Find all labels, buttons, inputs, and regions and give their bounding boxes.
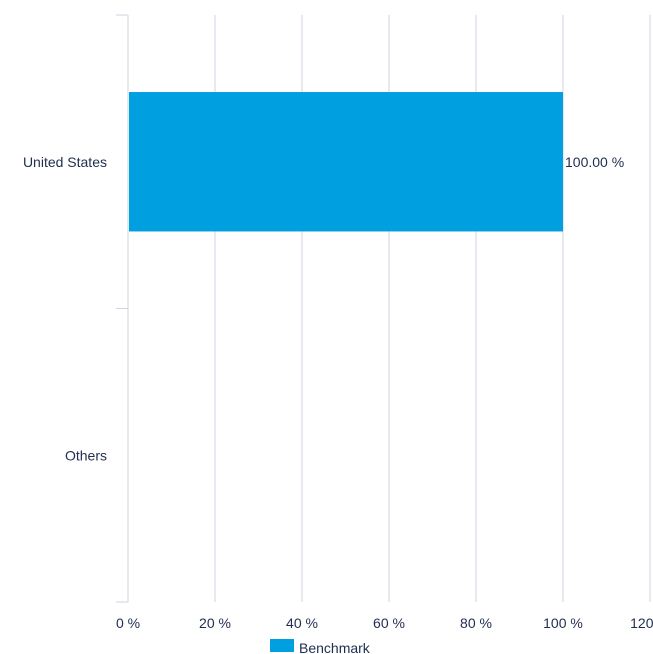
- x-tick-label: 120 %: [630, 615, 653, 631]
- x-tick-label: 20 %: [199, 615, 231, 631]
- bar[interactable]: [129, 92, 563, 232]
- x-tick-label: 40 %: [286, 615, 318, 631]
- legend-label: Benchmark: [299, 640, 371, 654]
- legend[interactable]: Benchmark: [270, 639, 371, 654]
- bars: [129, 92, 563, 232]
- x-tick-label: 0 %: [116, 615, 140, 631]
- category-labels: United States Others: [23, 154, 107, 464]
- x-tick-label: 100 %: [543, 615, 583, 631]
- data-labels: 100.00 %: [565, 154, 624, 170]
- category-label: Others: [65, 447, 107, 463]
- legend-swatch: [270, 639, 294, 652]
- data-label: 100.00 %: [565, 154, 624, 170]
- axis: [116, 14, 129, 603]
- x-tick-label: 80 %: [460, 615, 492, 631]
- x-tick-label: 60 %: [373, 615, 405, 631]
- tick-labels: 0 % 20 % 40 % 60 % 80 % 100 % 120 %: [116, 615, 653, 631]
- category-label: United States: [23, 154, 107, 170]
